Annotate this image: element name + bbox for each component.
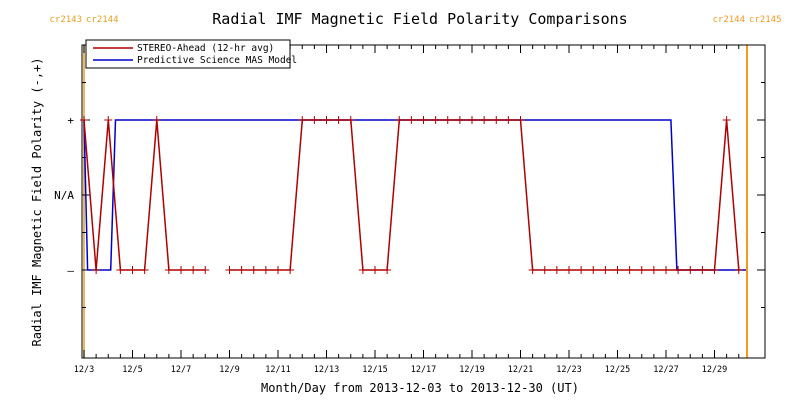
x-tick-label: 12/23 bbox=[556, 365, 582, 375]
data-point-stereo bbox=[577, 266, 586, 274]
data-point-stereo bbox=[274, 266, 282, 274]
y-tick-label: N/A bbox=[54, 189, 74, 202]
data-point-stereo bbox=[649, 266, 658, 274]
data-point-stereo bbox=[601, 266, 610, 274]
x-axis: 12/3 12/5 12/7 12/9 12/11 12/13 12/15 12/17 12/1… bbox=[74, 45, 740, 375]
x-tick-label: 12/11 bbox=[265, 365, 291, 375]
x-tick-label: 12/13 bbox=[314, 365, 340, 375]
y-tick-label: + bbox=[67, 114, 74, 127]
x-tick-label: 12/3 bbox=[74, 365, 94, 375]
series-line-model bbox=[83, 119, 746, 271]
data-point-stereo bbox=[589, 266, 598, 274]
data-point-stereo bbox=[625, 266, 634, 274]
data-point-stereo bbox=[468, 116, 476, 124]
data-point-stereo bbox=[358, 266, 367, 274]
data-point-stereo bbox=[565, 266, 573, 274]
series-line-stereo bbox=[229, 119, 740, 271]
x-tick-label: 12/19 bbox=[459, 365, 485, 375]
legend-label-stereo: STEREO-Ahead (12-hr avg) bbox=[137, 43, 274, 54]
data-point-stereo bbox=[383, 266, 392, 274]
x-axis-label: Month/Day from 2013-12-03 to 2013-12-30 … bbox=[261, 381, 579, 395]
data-point-stereo bbox=[189, 266, 198, 274]
data-point-stereo bbox=[80, 116, 88, 124]
x-tick-label: 12/29 bbox=[702, 365, 728, 375]
data-point-stereo bbox=[662, 266, 670, 274]
data-point-stereo bbox=[674, 266, 683, 274]
data-point-stereo bbox=[298, 116, 307, 124]
data-point-stereo bbox=[177, 266, 185, 274]
data-point-stereo bbox=[164, 266, 173, 274]
plot-frame bbox=[81, 44, 766, 359]
legend-label-model: Predictive Science MAS Model bbox=[137, 55, 297, 66]
data-point-stereo bbox=[322, 116, 331, 124]
data-point-stereo bbox=[128, 266, 137, 274]
data-point-stereo bbox=[310, 116, 319, 124]
legend: STEREO-Ahead (12-hr avg) Predictive Scie… bbox=[85, 39, 297, 69]
data-point-stereo bbox=[371, 266, 379, 274]
data-point-stereo bbox=[698, 266, 707, 274]
data-point-stereo bbox=[249, 266, 258, 274]
data-point-stereo bbox=[116, 266, 125, 274]
x-tick-label: 12/27 bbox=[653, 365, 679, 375]
x-tick-label: 12/17 bbox=[411, 365, 437, 375]
x-tick-label: 12/5 bbox=[122, 365, 142, 375]
data-point-stereo bbox=[152, 116, 161, 124]
chart-title: Radial IMF Magnetic Field Polarity Compa… bbox=[212, 10, 627, 28]
y-axis-label: Radial IMF Magnetic Field Polarity (-,+) bbox=[30, 58, 44, 347]
x-tick-label: 12/15 bbox=[362, 365, 388, 375]
y-axis: + N/A – bbox=[54, 82, 765, 308]
data-point-stereo bbox=[613, 266, 622, 274]
series-layer bbox=[80, 116, 746, 274]
carrington-label-right: cr2144 bbox=[86, 15, 119, 25]
data-point-stereo bbox=[528, 266, 537, 274]
legend-box bbox=[85, 39, 291, 69]
x-tick-label: 12/21 bbox=[508, 365, 534, 375]
x-tick-label: 12/7 bbox=[171, 365, 191, 375]
carrington-label-left: cr2144 bbox=[712, 15, 745, 25]
x-tick-label: 12/9 bbox=[219, 365, 239, 375]
data-point-stereo bbox=[92, 266, 101, 274]
data-point-stereo bbox=[395, 116, 404, 124]
data-point-stereo bbox=[492, 116, 501, 124]
data-point-stereo bbox=[261, 266, 270, 274]
data-point-stereo bbox=[431, 116, 440, 124]
carrington-rotation-markers: cr2143 cr2144 cr2144 cr2145 bbox=[49, 15, 782, 358]
data-point-stereo bbox=[722, 116, 731, 124]
data-point-stereo bbox=[455, 116, 464, 124]
x-tick-label: 12/25 bbox=[605, 365, 631, 375]
carrington-label-left: cr2143 bbox=[49, 15, 82, 25]
series-line-stereo bbox=[83, 119, 206, 271]
data-point-stereo bbox=[237, 266, 246, 274]
data-point-stereo bbox=[225, 266, 234, 274]
data-point-stereo bbox=[140, 266, 149, 274]
data-point-stereo bbox=[686, 266, 695, 274]
data-point-stereo bbox=[516, 116, 525, 124]
data-point-stereo bbox=[286, 266, 295, 274]
data-point-stereo bbox=[637, 266, 646, 274]
data-point-stereo bbox=[734, 266, 743, 274]
data-point-stereo bbox=[346, 116, 355, 124]
data-point-stereo bbox=[552, 266, 561, 274]
data-point-stereo bbox=[710, 266, 719, 274]
data-point-stereo bbox=[334, 116, 343, 124]
data-point-stereo bbox=[407, 116, 416, 124]
data-point-stereo bbox=[104, 116, 113, 124]
data-point-stereo bbox=[540, 266, 549, 274]
data-point-stereo bbox=[201, 266, 210, 274]
y-tick-label: – bbox=[67, 264, 74, 277]
data-point-stereo bbox=[419, 116, 428, 124]
data-point-stereo bbox=[480, 116, 489, 124]
data-point-stereo bbox=[504, 116, 513, 124]
data-point-stereo bbox=[443, 116, 452, 124]
carrington-label-right: cr2145 bbox=[749, 15, 782, 25]
